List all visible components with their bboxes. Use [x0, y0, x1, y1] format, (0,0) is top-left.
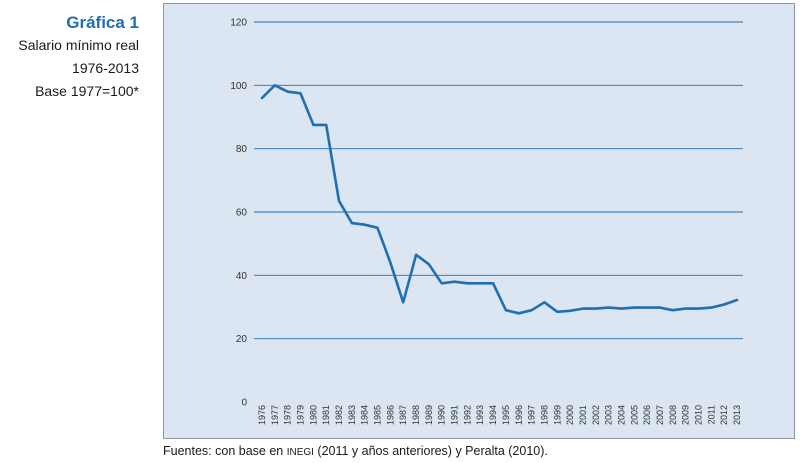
x-tick-label: 2005	[629, 405, 639, 425]
x-tick-label: 1978	[283, 405, 293, 425]
source-note: Fuentes: con base en INEGI (2011 y años …	[163, 444, 548, 458]
y-tick-label: 40	[236, 271, 248, 282]
x-tick-label: 2002	[591, 405, 601, 425]
x-tick-label: 1990	[437, 405, 447, 425]
y-tick-label: 0	[241, 398, 247, 409]
x-tick-label: 1998	[539, 405, 549, 425]
x-tick-label: 1991	[450, 405, 460, 425]
x-tick-label: 2004	[616, 405, 626, 425]
x-tick-label: 1996	[514, 405, 524, 425]
y-tick-label: 100	[230, 81, 247, 92]
y-tick-label: 80	[236, 144, 248, 155]
x-tick-label: 1979	[296, 405, 306, 425]
source-prefix: Fuentes: con base en	[163, 444, 287, 458]
series-line	[260, 84, 739, 315]
x-tick-label: 1977	[270, 405, 280, 425]
source-org: INEGI	[286, 447, 314, 458]
chart-caption: Gráfica 1 Salario mínimo real 1976-2013 …	[0, 12, 139, 103]
y-tick-label: 120	[230, 18, 247, 29]
chart-base-line: Base 1977=100*	[35, 83, 139, 99]
x-tick-label: 2003	[604, 405, 614, 425]
x-tick-label: 1984	[360, 405, 370, 425]
x-tick-label: 1986	[385, 405, 395, 425]
x-tick-label: 2001	[578, 405, 588, 425]
x-tick-label: 1993	[475, 405, 485, 425]
x-tick-label: 1997	[527, 405, 537, 425]
x-tick-label: 1988	[411, 405, 421, 425]
x-tick-label: 1987	[398, 405, 408, 425]
x-tick-label: 2010	[693, 405, 703, 425]
x-tick-label: 2012	[719, 405, 729, 425]
x-tick-label: 1985	[373, 405, 383, 425]
y-tick-label: 60	[236, 208, 248, 219]
x-tick-label: 1992	[462, 405, 472, 425]
x-tick-label: 1989	[424, 405, 434, 425]
x-tick-label: 1995	[501, 405, 511, 425]
source-suffix: (2011 y años anteriores) y Peralta (2010…	[313, 444, 548, 458]
x-tick-label: 1976	[257, 405, 267, 425]
x-tick-label: 1980	[308, 405, 318, 425]
chart-period-line: 1976-2013	[72, 60, 139, 76]
x-tick-label: 2011	[706, 405, 716, 424]
x-tick-label: 2009	[681, 405, 691, 425]
x-tick-label: 2000	[565, 405, 575, 425]
y-tick-label: 20	[236, 334, 248, 345]
x-tick-label: 1994	[488, 405, 498, 425]
chart-number-title: Gráfica 1	[66, 13, 139, 32]
x-tick-label: 2006	[642, 405, 652, 425]
chart-panel	[163, 3, 795, 439]
x-tick-label: 2008	[668, 405, 678, 425]
x-tick-label: 1981	[321, 405, 331, 425]
x-tick-label: 2007	[655, 405, 665, 425]
chart-title-line: Salario mínimo real	[18, 37, 139, 53]
x-tick-label: 1999	[552, 405, 562, 425]
x-tick-label: 2013	[732, 405, 742, 425]
x-tick-label: 1982	[334, 405, 344, 425]
x-tick-label: 1983	[347, 405, 357, 425]
